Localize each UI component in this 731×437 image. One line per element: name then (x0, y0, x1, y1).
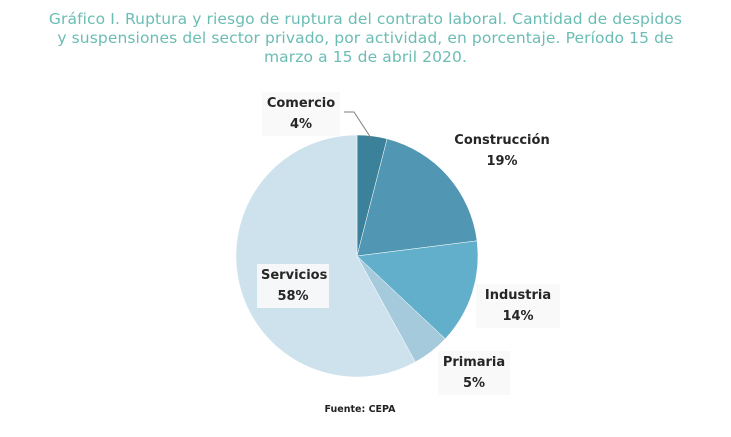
label-construccion-value: 19% (486, 154, 518, 169)
label-primaria-name: Primaria (442, 355, 506, 370)
label-construccion: Construcción 19% (448, 129, 556, 173)
label-industria-value: 14% (502, 309, 534, 324)
label-comercio-name: Comercio (266, 96, 336, 111)
label-comercio: Comercio 4% (262, 92, 340, 136)
pie-slices (235, 134, 479, 378)
label-servicios: Servicios 58% (257, 264, 329, 308)
pie-slice-construccion (356, 138, 478, 257)
source-note: Fuente: CEPA (324, 404, 396, 415)
label-industria-name: Industria (484, 288, 552, 303)
label-comercio-value: 4% (289, 117, 313, 132)
label-servicios-value: 58% (277, 289, 309, 304)
pie-slice-industria (356, 240, 479, 340)
label-primaria-value: 5% (462, 376, 486, 391)
comercio-leader-line (344, 111, 372, 139)
title-line-1: Gráfico I. Ruptura y riesgo de ruptura d… (48, 10, 683, 28)
chart-title: Gráfico I. Ruptura y riesgo de ruptura d… (0, 10, 731, 67)
title-line-2: y suspensiones del sector privado, por a… (57, 29, 674, 47)
label-industria: Industria 14% (476, 284, 560, 328)
title-line-3: marzo a 15 de abril 2020. (263, 48, 468, 66)
pie-slice-servicios (235, 134, 416, 378)
label-construccion-name: Construcción (454, 133, 550, 148)
label-primaria: Primaria 5% (438, 351, 510, 395)
label-servicios-name: Servicios (261, 268, 328, 283)
